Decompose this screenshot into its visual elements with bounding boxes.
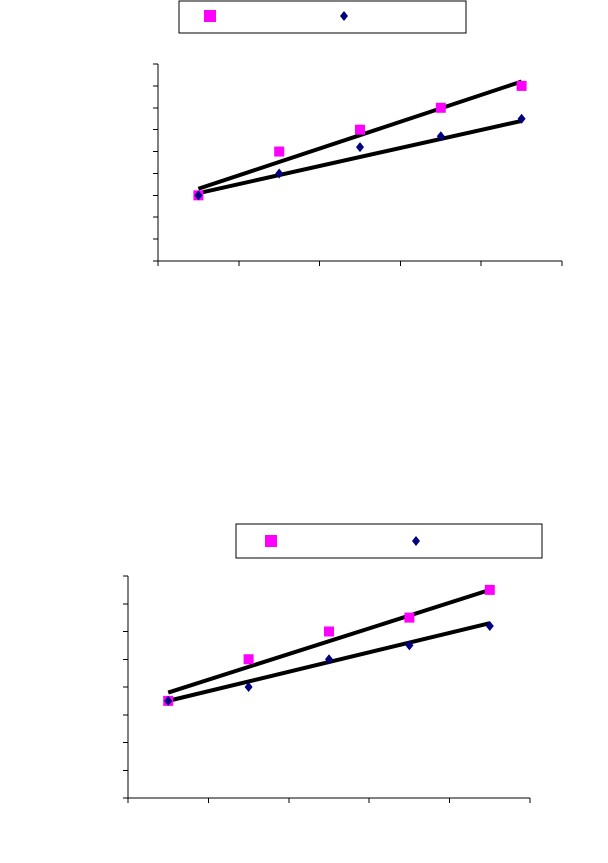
legend-box [178, 0, 467, 34]
data-point-square [484, 584, 495, 595]
data-point-diamond [485, 620, 494, 631]
data-point-square [274, 146, 285, 157]
chart-top [153, 0, 563, 266]
trendline-1 [197, 79, 523, 191]
data-point-diamond [436, 131, 445, 142]
legend-square-marker [204, 10, 216, 22]
data-point-diamond [356, 142, 364, 153]
data-point-diamond [405, 640, 414, 651]
trendline-1 [167, 587, 491, 695]
trendline-2 [197, 118, 523, 196]
legend-box [235, 523, 543, 559]
data-point-square [435, 102, 446, 113]
data-point-diamond [244, 682, 253, 692]
data-point-square [355, 124, 365, 135]
data-point-diamond [194, 190, 203, 201]
data-point-square [243, 654, 254, 665]
data-point-square [404, 612, 415, 623]
data-point-square [324, 626, 334, 637]
data-point-diamond [325, 654, 333, 665]
legend-diamond-marker [340, 11, 348, 21]
data-point-diamond [164, 695, 173, 706]
data-point-square [516, 80, 527, 91]
legend-square-marker [265, 535, 277, 547]
data-point-diamond [517, 113, 526, 124]
data-point-diamond [275, 168, 284, 179]
legend-diamond-marker [412, 536, 420, 546]
chart-bottom [123, 523, 543, 803]
